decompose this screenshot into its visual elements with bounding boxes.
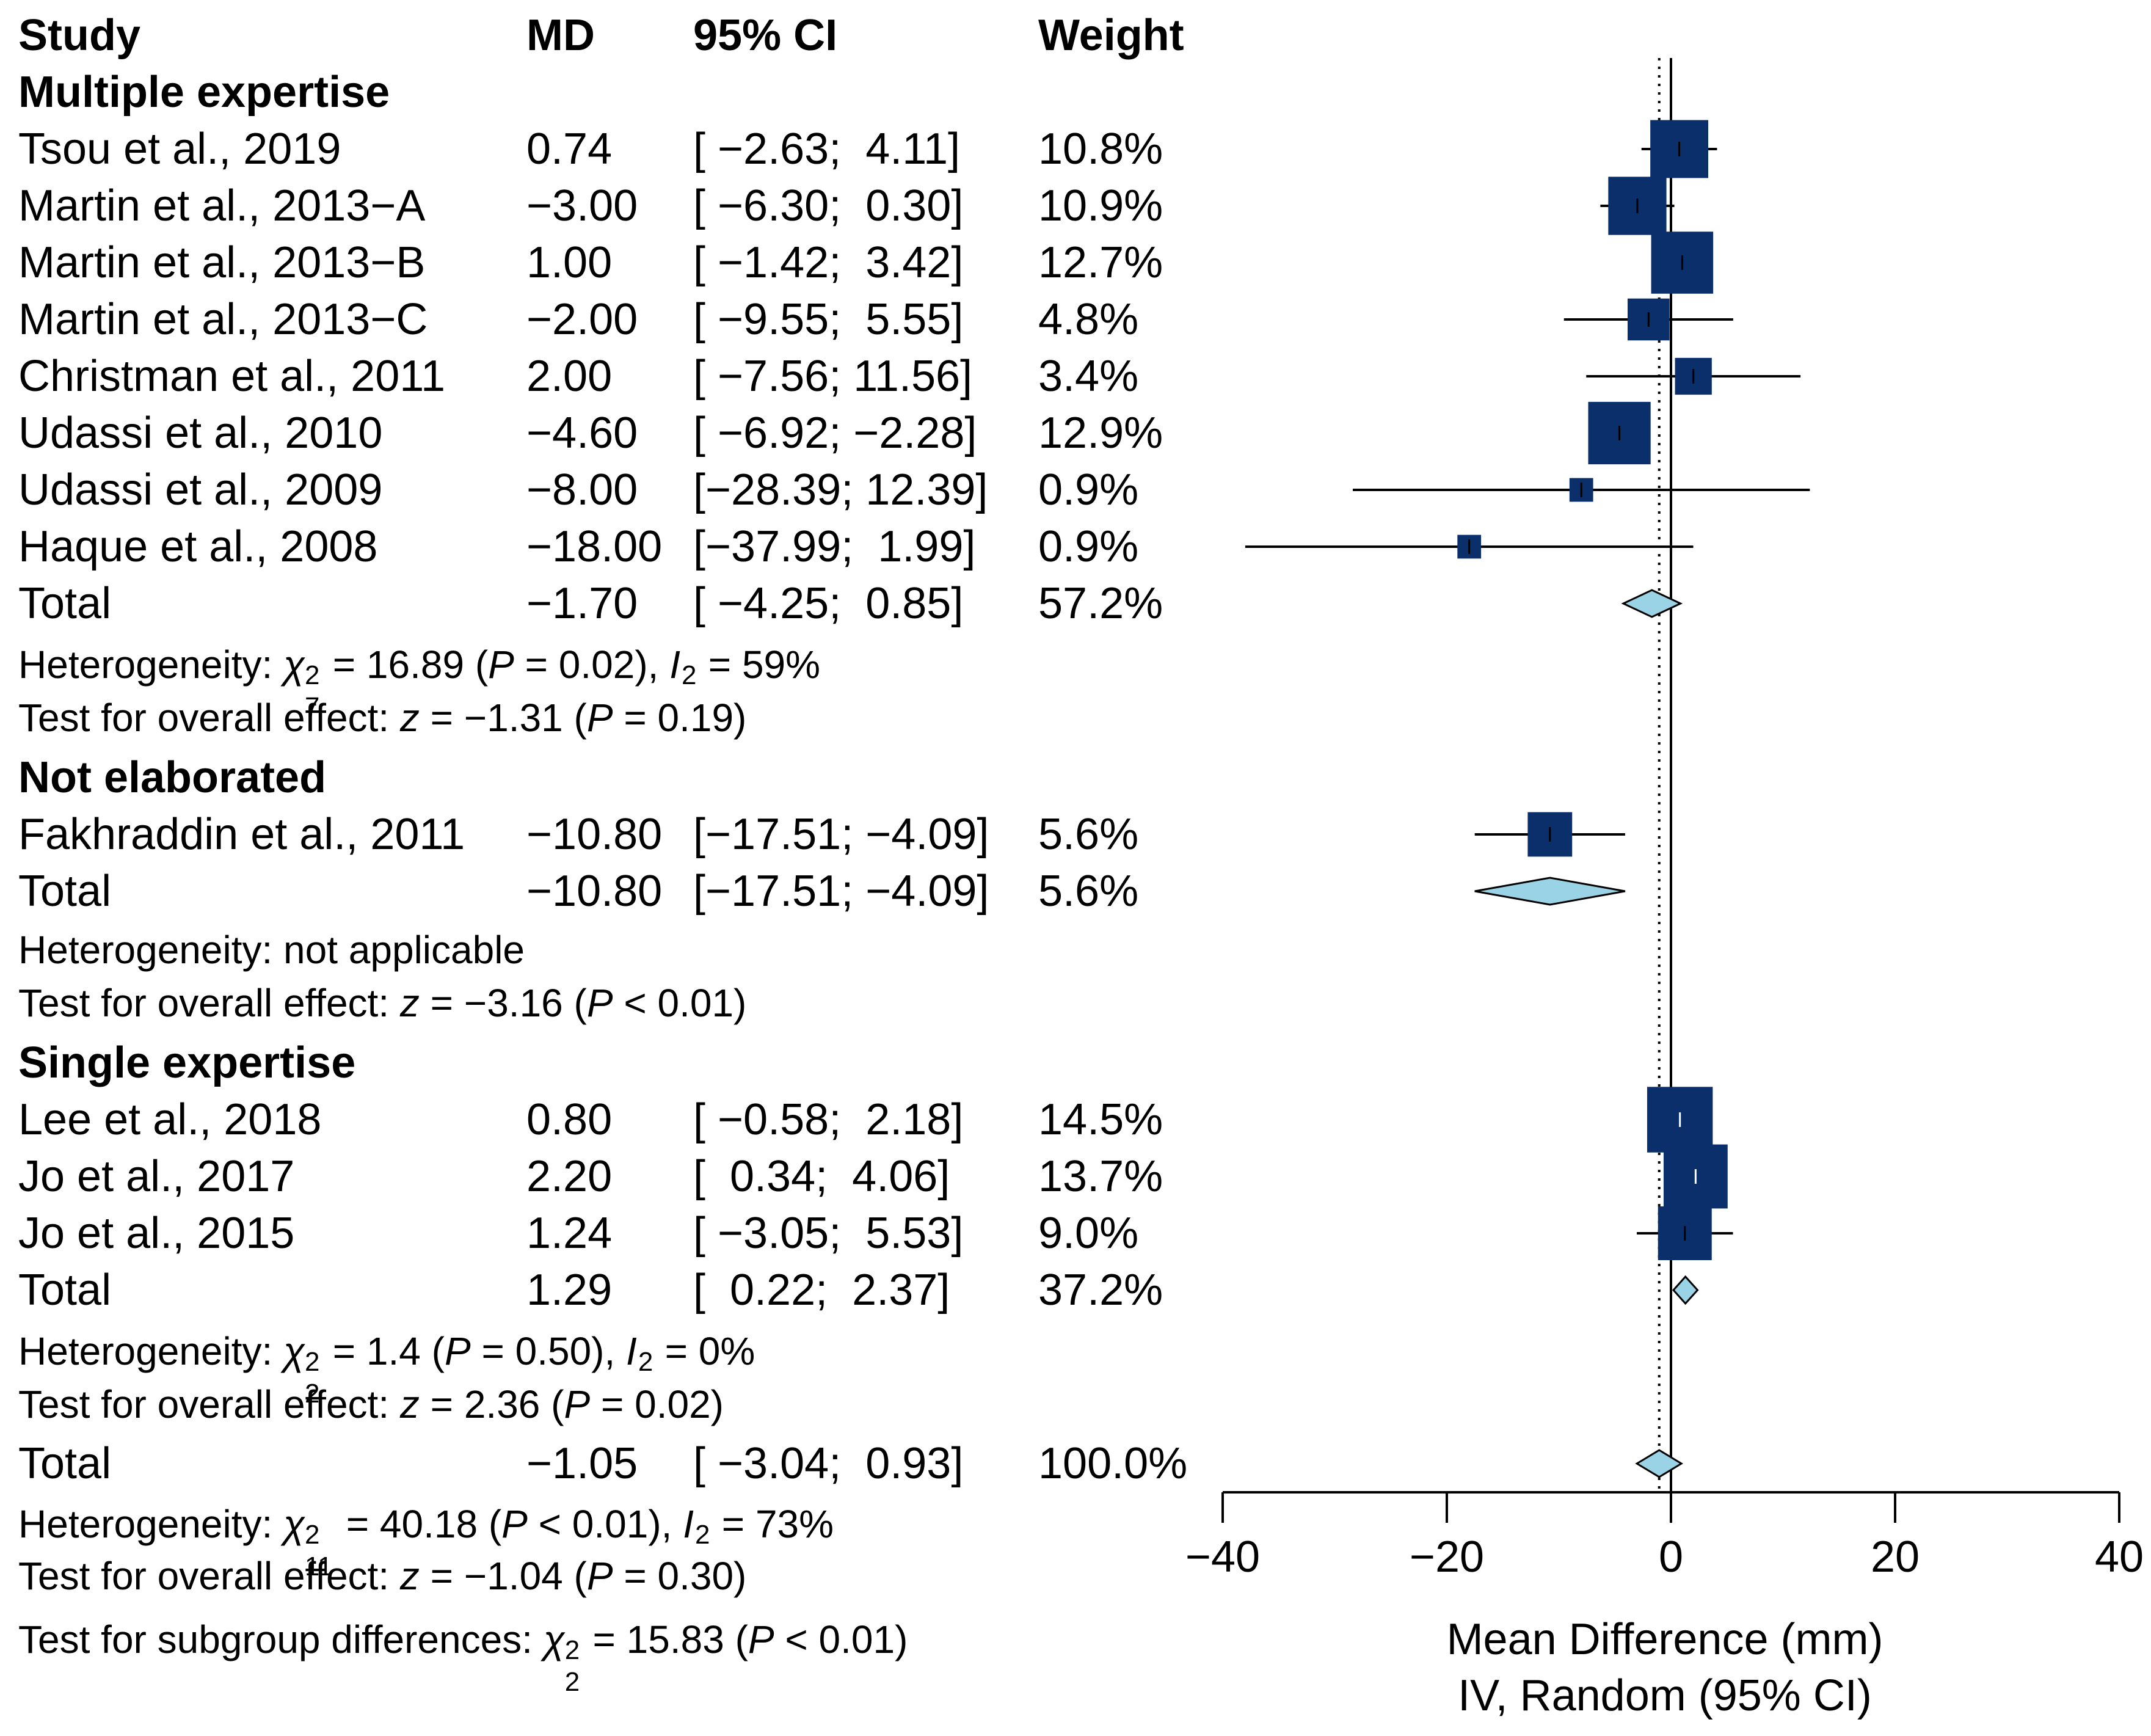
overall-effect-test-text: Test for overall effect: z = −1.04 (P = … (18, 1554, 747, 1598)
x-tick-label: 0 (1659, 1533, 1683, 1581)
study-md: −2.00 (526, 295, 638, 344)
study-ci: [−37.99; 1.99] (693, 522, 976, 571)
study-md: 1.00 (526, 238, 613, 287)
study-weight: 12.9% (1038, 409, 1163, 458)
study-name: Udassi et al., 2010 (18, 409, 383, 458)
subtotal-weight: 37.2% (1038, 1266, 1163, 1315)
overall-effect-text: Test for overall effect: z = −3.16 (P < … (18, 981, 747, 1025)
summary-diamond (1621, 589, 1683, 618)
subtotal-label: Total (18, 867, 112, 916)
subtotal-ci: [−17.51; −4.09] (693, 867, 989, 916)
subtotal-ci: [ −4.25; 0.85] (693, 579, 964, 628)
summary-diamond (1474, 877, 1626, 906)
header-weight: Weight (1038, 11, 1184, 60)
study-md: 2.00 (526, 352, 613, 401)
study-md: 0.80 (526, 1095, 613, 1144)
study-weight: 14.5% (1038, 1095, 1163, 1144)
study-weight: 0.9% (1038, 522, 1139, 571)
study-ci: [ −7.56; 11.56] (693, 352, 973, 401)
study-md: 1.24 (526, 1209, 613, 1258)
study-name: Jo et al., 2017 (18, 1152, 295, 1201)
x-axis-sublabel: IV, Random (95% CI) (1458, 1671, 1872, 1720)
study-ci: [−17.51; −4.09] (693, 810, 989, 859)
subtotal-md: −10.80 (526, 867, 663, 916)
study-md: −18.00 (526, 522, 663, 571)
x-tick-label: 40 (2095, 1533, 2144, 1581)
study-ci: [ −2.63; 4.11] (693, 125, 960, 173)
header-study: Study (18, 11, 141, 60)
study-weight: 10.9% (1038, 181, 1163, 230)
study-ci: [−28.39; 12.39] (693, 465, 988, 514)
study-name: Martin et al., 2013−B (18, 238, 426, 287)
summary-diamond (1672, 1275, 1699, 1305)
study-name: Haque et al., 2008 (18, 522, 378, 571)
study-weight: 12.7% (1038, 238, 1163, 287)
study-md: −8.00 (526, 465, 638, 514)
x-tick-label: 20 (1871, 1533, 1920, 1581)
study-weight: 3.4% (1038, 352, 1139, 401)
study-weight: 0.9% (1038, 465, 1139, 514)
study-name: Lee et al., 2018 (18, 1095, 322, 1144)
overall-heterogeneity-text: Heterogeneity: χ 2 11 = 40.18 (P < 0.01), … (18, 1502, 834, 1581)
study-md: −10.80 (526, 810, 663, 859)
study-name: Udassi et al., 2009 (18, 465, 383, 514)
overall-total-label: Total (18, 1439, 112, 1488)
group-title: Not elaborated (18, 753, 327, 802)
study-weight: 13.7% (1038, 1152, 1163, 1201)
overall-total-md: −1.05 (526, 1439, 638, 1488)
study-weight: 4.8% (1038, 295, 1139, 344)
study-md: −4.60 (526, 409, 638, 458)
study-ci: [ −3.05; 5.53] (693, 1209, 964, 1258)
overall-total-ci: [ −3.04; 0.93] (693, 1439, 964, 1488)
header-ci: 95% CI (693, 11, 838, 60)
study-name: Jo et al., 2015 (18, 1209, 295, 1258)
x-tick-label: −40 (1185, 1533, 1260, 1581)
subtotal-ci: [ 0.22; 2.37] (693, 1266, 950, 1315)
header-md: MD (526, 11, 595, 60)
subtotal-md: −1.70 (526, 579, 638, 628)
study-ci: [ 0.34; 4.06] (693, 1152, 950, 1201)
subtotal-weight: 5.6% (1038, 867, 1139, 916)
group-title: Single expertise (18, 1038, 356, 1087)
study-name: Martin et al., 2013−A (18, 181, 426, 230)
study-md: 2.20 (526, 1152, 613, 1201)
heterogeneity-text: Heterogeneity: not applicable (18, 928, 525, 972)
summary-diamond (1635, 1449, 1683, 1478)
overall-effect-text: Test for overall effect: z = −1.31 (P = … (18, 696, 747, 740)
study-name: Fakhraddin et al., 2011 (18, 810, 465, 859)
subtotal-md: 1.29 (526, 1266, 613, 1315)
study-ci: [ −6.92; −2.28] (693, 409, 977, 458)
study-weight: 9.0% (1038, 1209, 1139, 1258)
subtotal-weight: 57.2% (1038, 579, 1163, 628)
study-ci: [ −9.55; 5.55] (693, 295, 964, 344)
subtotal-label: Total (18, 1266, 112, 1315)
overall-effect-text: Test for overall effect: z = 2.36 (P = 0… (18, 1382, 724, 1426)
study-ci: [ −6.30; 0.30] (693, 181, 964, 230)
study-ci: [ −1.42; 3.42] (693, 238, 964, 287)
study-name: Tsou et al., 2019 (18, 125, 341, 173)
study-md: 0.74 (526, 125, 613, 173)
x-tick-label: −20 (1410, 1533, 1484, 1581)
study-weight: 5.6% (1038, 810, 1139, 859)
study-md: −3.00 (526, 181, 638, 230)
overall-total-weight: 100.0% (1038, 1439, 1188, 1488)
subtotal-label: Total (18, 579, 112, 628)
study-name: Martin et al., 2013−C (18, 295, 428, 344)
study-name: Christman et al., 2011 (18, 352, 446, 401)
study-weight: 10.8% (1038, 125, 1163, 173)
study-ci: [ −0.58; 2.18] (693, 1095, 964, 1144)
x-axis-label: Mean Difference (mm) (1447, 1615, 1883, 1664)
forest-table: Study MD 95% CI Weight Multiple expertis… (18, 11, 1188, 1697)
group-title: Multiple expertise (18, 68, 390, 117)
